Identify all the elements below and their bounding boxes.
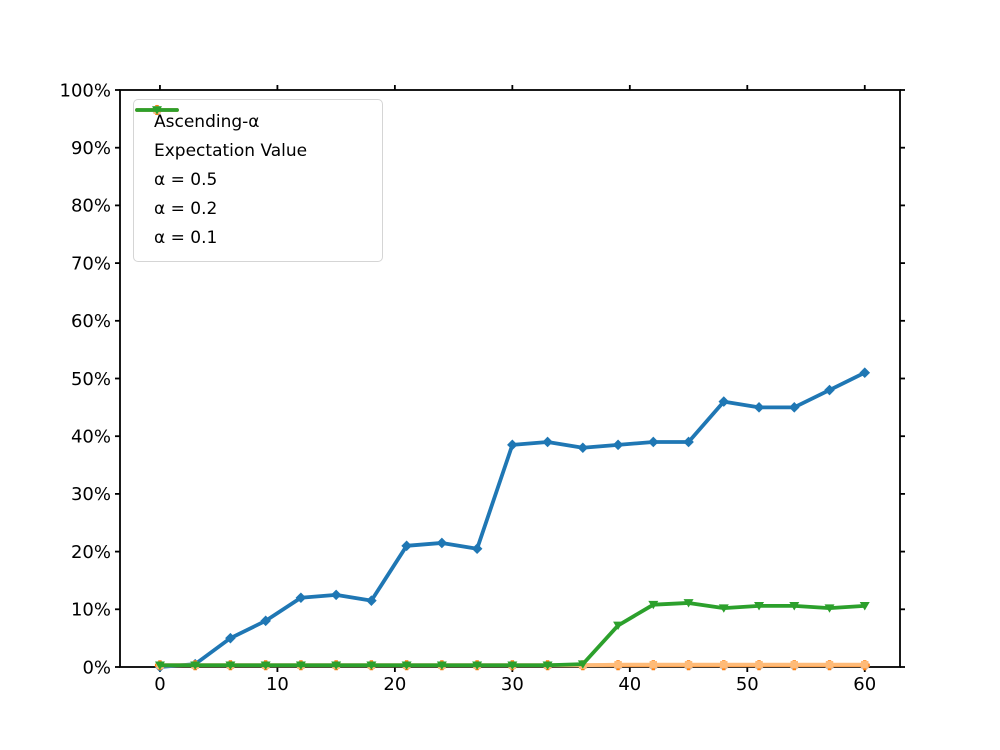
triangle-down-marker-icon [789,602,800,611]
y-tick-label: 100% [60,80,111,101]
square-marker-icon [614,660,622,669]
legend-label: α = 0.5 [154,170,218,190]
diamond-marker-icon [401,540,412,552]
diamond-marker-icon [366,595,377,606]
legend-swatch-triangle-down [135,106,179,115]
diamond-marker-icon [683,436,694,448]
triangle-down-marker-icon [152,106,162,115]
y-tick-label: 50% [71,369,111,390]
x-tick-label: 10 [266,674,289,695]
series-line [158,601,867,668]
x-tick-label: 0 [154,674,165,695]
square-marker-icon [755,660,763,669]
triangle-down-marker-icon [225,661,236,670]
y-tick-label: 60% [71,311,111,332]
triangle-down-marker-icon [436,661,447,670]
diamond-marker-icon [859,367,871,379]
diamond-marker-icon [788,402,800,413]
legend-label: Expectation Value [154,141,308,161]
triangle-down-marker-icon [577,660,588,669]
diamond-marker-icon [753,402,765,413]
triangle-down-marker-icon [507,661,518,670]
triangle-down-marker-icon [683,599,694,608]
legend-item: α = 0.5 [135,105,372,195]
square-marker-icon [790,660,798,669]
triangle-down-marker-icon [718,604,729,613]
y-tick-label: 40% [71,427,111,448]
triangle-down-marker-icon [824,604,835,613]
legend-label: α = 0.2 [154,199,218,219]
triangle-down-marker-icon [472,661,483,670]
y-tick-label: 0% [82,657,111,678]
x-tick-label: 20 [383,674,406,695]
triangle-down-marker-icon [190,661,201,670]
triangle-down-marker-icon [331,661,342,670]
triangle-down-marker-icon [613,621,624,631]
y-tick-label: 20% [71,542,111,563]
legend-item: α = 0.2 [135,106,372,224]
y-tick-label: 80% [71,196,111,217]
diamond-marker-icon [542,436,553,448]
legend-item: α = 0.1 [135,106,372,253]
triangle-down-marker-icon [366,661,377,670]
diamond-marker-icon [330,589,342,601]
triangle-down-marker-icon [260,661,271,670]
legend-item: Expectation Value [135,105,372,166]
series-diamond [154,367,871,673]
triangle-down-marker-icon [754,602,765,611]
x-tick-label: 50 [736,674,759,695]
triangle-down-marker-icon [401,661,412,670]
diamond-marker-icon [260,615,271,627]
triangle-down-marker-icon [859,602,870,611]
series-triangle-down [154,599,870,670]
square-marker-icon [825,660,834,669]
x-tick-label: 40 [618,674,641,695]
legend: Ascending-α Expectation Value α = 0.5 α = 0… [133,99,383,262]
diamond-marker-icon [718,396,730,407]
square-marker-icon [861,660,869,669]
x-tick-label: 60 [853,674,876,695]
diamond-marker-icon [507,439,518,451]
y-tick-label: 30% [71,484,111,505]
triangle-down-marker-icon [542,661,553,670]
square-marker-icon [684,660,693,669]
square-marker-icon [720,660,728,669]
y-tick-label: 10% [71,600,111,621]
diamond-marker-icon [824,384,835,396]
triangle-down-marker-icon [154,661,165,670]
y-tick-label: 70% [71,253,111,274]
diamond-marker-icon [648,436,659,448]
diamond-marker-icon [436,537,448,549]
x-tick-label: 30 [501,674,524,695]
diamond-marker-icon [225,632,236,644]
triangle-down-marker-icon [648,600,659,610]
diamond-marker-icon [577,442,589,454]
diamond-marker-icon [471,543,483,555]
y-tick-label: 90% [71,138,111,159]
square-marker-icon [649,660,658,669]
diamond-marker-icon [612,439,624,451]
legend-label: α = 0.1 [154,228,218,248]
triangle-down-marker-icon [295,661,306,670]
diamond-marker-icon [295,592,307,604]
legend-label: Ascending-α [154,112,260,132]
